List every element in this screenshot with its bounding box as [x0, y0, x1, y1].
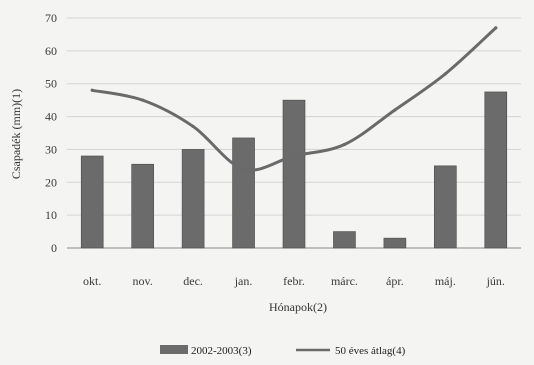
x-tick-label-8: jún.	[486, 274, 505, 288]
y-tick-label-10: 10	[45, 208, 57, 222]
bar-7	[434, 165, 457, 249]
bar-6	[383, 237, 407, 249]
bar-3	[232, 137, 255, 249]
line-point-5	[342, 142, 347, 147]
y-tick-label-30: 30	[45, 142, 57, 156]
line-point-4	[292, 154, 296, 158]
y-tick-label-20: 20	[45, 175, 57, 189]
line-point-8	[494, 26, 498, 30]
bar-1	[131, 163, 154, 249]
y-tick-label-50: 50	[45, 77, 57, 91]
y-axis-title: Csapadék (mm)(1)	[9, 89, 23, 179]
bar-5	[333, 231, 356, 249]
x-tick-label-3: jan.	[234, 274, 253, 288]
legend-label-line: 50 éves átlag(4)	[335, 345, 406, 357]
legend-label-bars: 2002-2003(3)	[191, 345, 252, 357]
bar-8	[484, 91, 508, 249]
legend: 2002-2003(3) 50 éves átlag(4)	[160, 345, 406, 357]
line-point-6	[393, 108, 397, 112]
line-point-0	[90, 88, 94, 92]
line-layer	[90, 26, 498, 172]
line-point-3	[241, 167, 246, 171]
y-tick-label-60: 60	[45, 44, 57, 58]
x-tick-label-4: febr.	[283, 274, 305, 288]
bar-2	[181, 149, 205, 249]
bar-0	[80, 155, 104, 249]
y-tick-label-0: 0	[51, 241, 57, 255]
bar-layer	[80, 91, 508, 249]
line-point-1	[141, 98, 145, 102]
y-tick-label-40: 40	[45, 110, 57, 124]
x-tick-label-5: márc.	[331, 274, 358, 288]
legend-swatch-bars	[160, 345, 188, 354]
x-tick-label-1: nov.	[133, 274, 153, 288]
line-point-2	[191, 124, 195, 129]
x-tick-label-0: okt.	[83, 274, 101, 288]
x-tick-label-7: máj.	[435, 274, 456, 288]
y-tick-label-70: 70	[45, 11, 57, 25]
x-tick-label-6: ápr.	[386, 274, 404, 288]
line-point-7	[443, 72, 447, 76]
x-tick-label-2: dec.	[183, 274, 203, 288]
bar-4	[282, 99, 306, 249]
axis-layer: 0 10 20 30 40 50 60 70 okt. nov. dec. jan. febr. márc…	[45, 11, 505, 288]
x-axis-title: Hónapok(2)	[269, 300, 327, 314]
